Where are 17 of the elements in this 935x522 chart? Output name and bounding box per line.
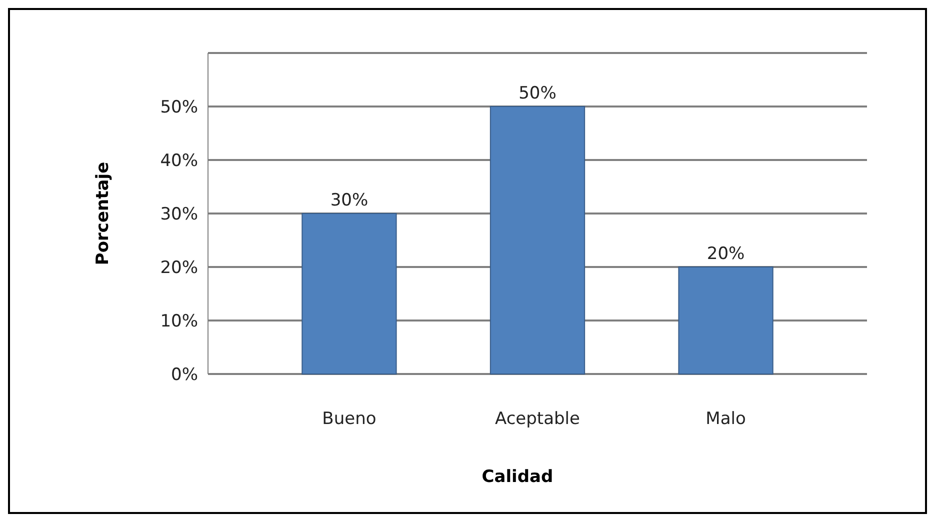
x-axis-title: Calidad [482, 467, 554, 487]
y-tick-label: 0% [171, 364, 198, 385]
y-axis-title: Porcentaje [93, 162, 113, 266]
y-tick-label: 50% [160, 97, 198, 118]
y-tick-label: 20% [160, 258, 198, 278]
bar [302, 213, 397, 374]
x-tick-label: Aceptable [495, 409, 580, 429]
y-tick-label: 30% [160, 204, 198, 224]
bar [678, 266, 774, 374]
y-tick-label: 10% [160, 311, 198, 332]
x-tick-label: Bueno [322, 409, 376, 429]
x-tick-label: Malo [706, 409, 746, 429]
data-label: 20% [706, 244, 745, 264]
bar [490, 106, 586, 374]
data-label: 30% [330, 190, 368, 210]
y-tick-label: 40% [160, 150, 198, 171]
data-label: 50% [518, 84, 556, 104]
